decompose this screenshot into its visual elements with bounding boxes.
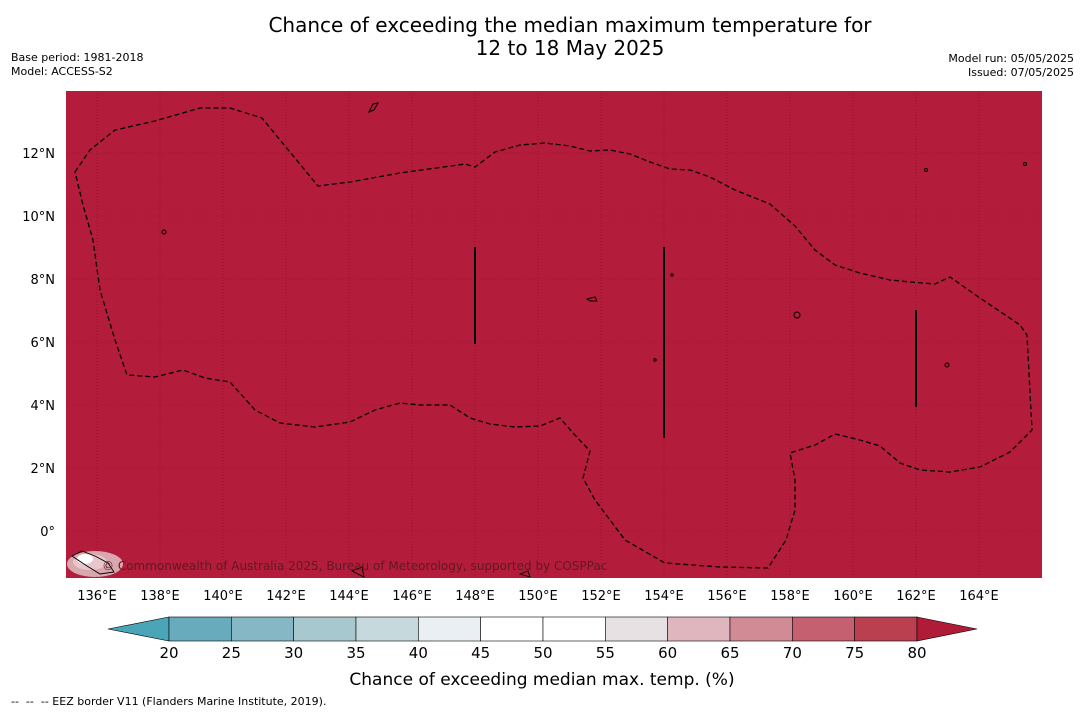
map-title: Chance of exceeding the median maximum t… bbox=[0, 14, 1085, 60]
island-kosrae bbox=[944, 362, 950, 368]
colorbar: 20 25 30 35 40 45 50 55 60 65 70 75 80 Chance of exc… bbox=[107, 616, 978, 690]
colorbar-label: Chance of exceeding median max. temp. (%… bbox=[349, 670, 734, 690]
colorbar-over-arrow bbox=[916, 616, 978, 642]
graticule bbox=[66, 91, 1042, 578]
lon-label: 138°E bbox=[140, 589, 180, 604]
colorbar-tick-label: 50 bbox=[533, 644, 552, 662]
latitude-labels: 12°N 10°N 8°N 6°N 4°N 2°N 0° bbox=[22, 147, 55, 540]
lat-label: 12°N bbox=[22, 147, 55, 162]
colorbar-segment bbox=[542, 616, 606, 642]
lon-label: 160°E bbox=[833, 589, 873, 604]
colorbar-tick-label: 60 bbox=[658, 644, 677, 662]
png-coast bbox=[67, 550, 531, 578]
lon-label: 146°E bbox=[392, 589, 432, 604]
lon-label: 136°E bbox=[77, 589, 117, 604]
colorbar-ticks: 20 25 30 35 40 45 50 55 60 65 70 75 80 bbox=[159, 644, 926, 662]
island-dot bbox=[670, 273, 674, 277]
lon-label: 164°E bbox=[959, 589, 999, 604]
colorbar-segments bbox=[168, 616, 918, 642]
model-run: Model run: 05/05/2025 bbox=[948, 52, 1074, 65]
colorbar-tick-label: 80 bbox=[907, 644, 926, 662]
colorbar-tick-label: 65 bbox=[720, 644, 739, 662]
map-area: © Commonwealth of Australia 2025, Bureau… bbox=[66, 91, 1042, 578]
lat-label: 10°N bbox=[22, 210, 55, 225]
lon-label: 156°E bbox=[707, 589, 747, 604]
copyright-notice: © Commonwealth of Australia 2025, Bureau… bbox=[102, 559, 607, 573]
colorbar-tick-label: 75 bbox=[845, 644, 864, 662]
island-dot bbox=[1023, 162, 1027, 166]
model-name: Model: ACCESS-S2 bbox=[11, 65, 113, 78]
lon-label: 142°E bbox=[266, 589, 306, 604]
colorbar-segment bbox=[293, 616, 357, 642]
lat-label: 6°N bbox=[31, 336, 56, 351]
islands bbox=[161, 102, 1027, 368]
lon-label: 140°E bbox=[203, 589, 243, 604]
lon-label: 150°E bbox=[518, 589, 558, 604]
colorbar-tick-label: 20 bbox=[159, 644, 178, 662]
lon-label: 144°E bbox=[329, 589, 369, 604]
lon-label: 162°E bbox=[896, 589, 936, 604]
colorbar-tick-label: 55 bbox=[596, 644, 615, 662]
colorbar-tick-label: 30 bbox=[284, 644, 303, 662]
lat-label: 2°N bbox=[31, 462, 56, 477]
colorbar-segment bbox=[729, 616, 793, 642]
colorbar-segment bbox=[168, 616, 232, 642]
colorbar-tick-label: 45 bbox=[471, 644, 490, 662]
island-dot bbox=[653, 358, 657, 362]
colorbar-segment bbox=[792, 616, 855, 642]
issued-date: Issued: 07/05/2025 bbox=[967, 66, 1074, 79]
colorbar-segment bbox=[231, 616, 294, 642]
lon-label: 152°E bbox=[581, 589, 621, 604]
island-chuuk bbox=[585, 296, 598, 302]
colorbar-segment bbox=[667, 616, 731, 642]
lat-label: 8°N bbox=[31, 273, 56, 288]
colorbar-tick-label: 25 bbox=[222, 644, 241, 662]
eez-legend-note: -- -- -- EEZ border V11 (Flanders Marine… bbox=[11, 695, 327, 708]
lon-label: 148°E bbox=[455, 589, 495, 604]
colorbar-segment bbox=[480, 616, 544, 642]
island-dot bbox=[924, 168, 928, 172]
lat-label: 4°N bbox=[31, 399, 56, 414]
longitude-labels: 136°E 138°E 140°E 142°E 144°E 146°E 148°E 150°E… bbox=[77, 589, 999, 604]
lat-label: 0° bbox=[40, 525, 55, 540]
colorbar-segment bbox=[355, 616, 419, 642]
island-pohnpei bbox=[793, 311, 801, 319]
meta-right: Model run: 05/05/2025 Issued: 07/05/2025 bbox=[948, 52, 1074, 80]
base-period: Base period: 1981-2018 bbox=[11, 51, 144, 64]
colorbar-segment bbox=[418, 616, 481, 642]
lon-label: 158°E bbox=[770, 589, 810, 604]
colorbar-segment bbox=[854, 616, 918, 642]
colorbar-tick-label: 70 bbox=[783, 644, 802, 662]
colorbar-segment bbox=[605, 616, 668, 642]
island-guam bbox=[367, 102, 379, 113]
forecast-field bbox=[66, 91, 1042, 578]
colorbar-tick-label: 35 bbox=[346, 644, 365, 662]
colorbar-under-arrow bbox=[107, 616, 170, 642]
meta-left: Base period: 1981-2018 Model: ACCESS-S2 bbox=[11, 51, 143, 79]
colorbar-tick-label: 40 bbox=[409, 644, 428, 662]
island-yap bbox=[161, 229, 167, 235]
title-line-2: 12 to 18 May 2025 bbox=[475, 36, 665, 60]
title-line-1: Chance of exceeding the median maximum t… bbox=[268, 13, 872, 37]
lon-label: 154°E bbox=[644, 589, 684, 604]
